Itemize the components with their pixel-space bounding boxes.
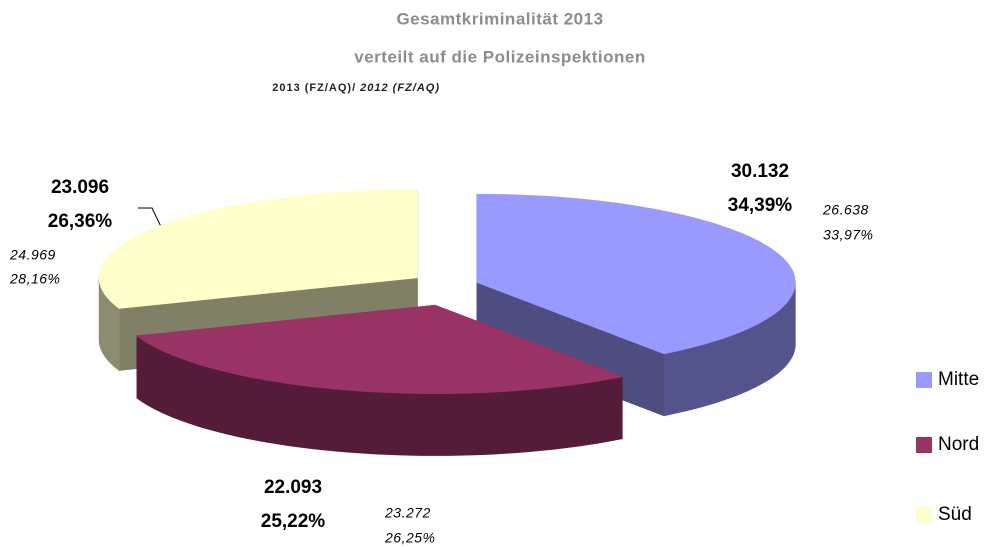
chart-title: Gesamtkriminalität 2013	[396, 9, 603, 28]
legend-label: Mitte	[938, 369, 979, 390]
subtitle-italic: 2012 (FZ/AQ)	[359, 82, 440, 94]
legend-label: Nord	[938, 434, 979, 455]
slice	[98, 189, 418, 309]
slice	[476, 193, 796, 355]
value-label: 22.093	[264, 477, 322, 498]
legend-swatch	[916, 507, 932, 523]
legend-label: Süd	[938, 504, 972, 525]
value-label-2012: 23.272	[384, 505, 431, 521]
subtitle-part: 2013 (FZ/AQ)/	[272, 82, 356, 94]
value-label-2012: 24.969	[9, 247, 56, 263]
percentage-label: 34,39%	[728, 195, 793, 216]
value-label: 23.096	[51, 177, 109, 198]
legend-swatch	[916, 437, 932, 453]
percentage-label: 25,22%	[261, 511, 326, 532]
legend-swatch	[916, 372, 932, 388]
chart-title-line2: verteilt auf die Polizeinspektionen	[354, 47, 645, 66]
value-label: 30.132	[731, 161, 789, 182]
percentage-label-2012: 33,97%	[823, 227, 873, 243]
percentage-label-2012: 28,16%	[9, 271, 60, 287]
slice	[135, 304, 624, 394]
percentage-label: 26,36%	[48, 211, 113, 232]
percentage-label-2012: 26,25%	[384, 530, 435, 546]
value-label-2012: 26.638	[822, 202, 869, 218]
chart-subtitle: 2013 (FZ/AQ)/2012 (FZ/AQ)	[272, 82, 440, 94]
